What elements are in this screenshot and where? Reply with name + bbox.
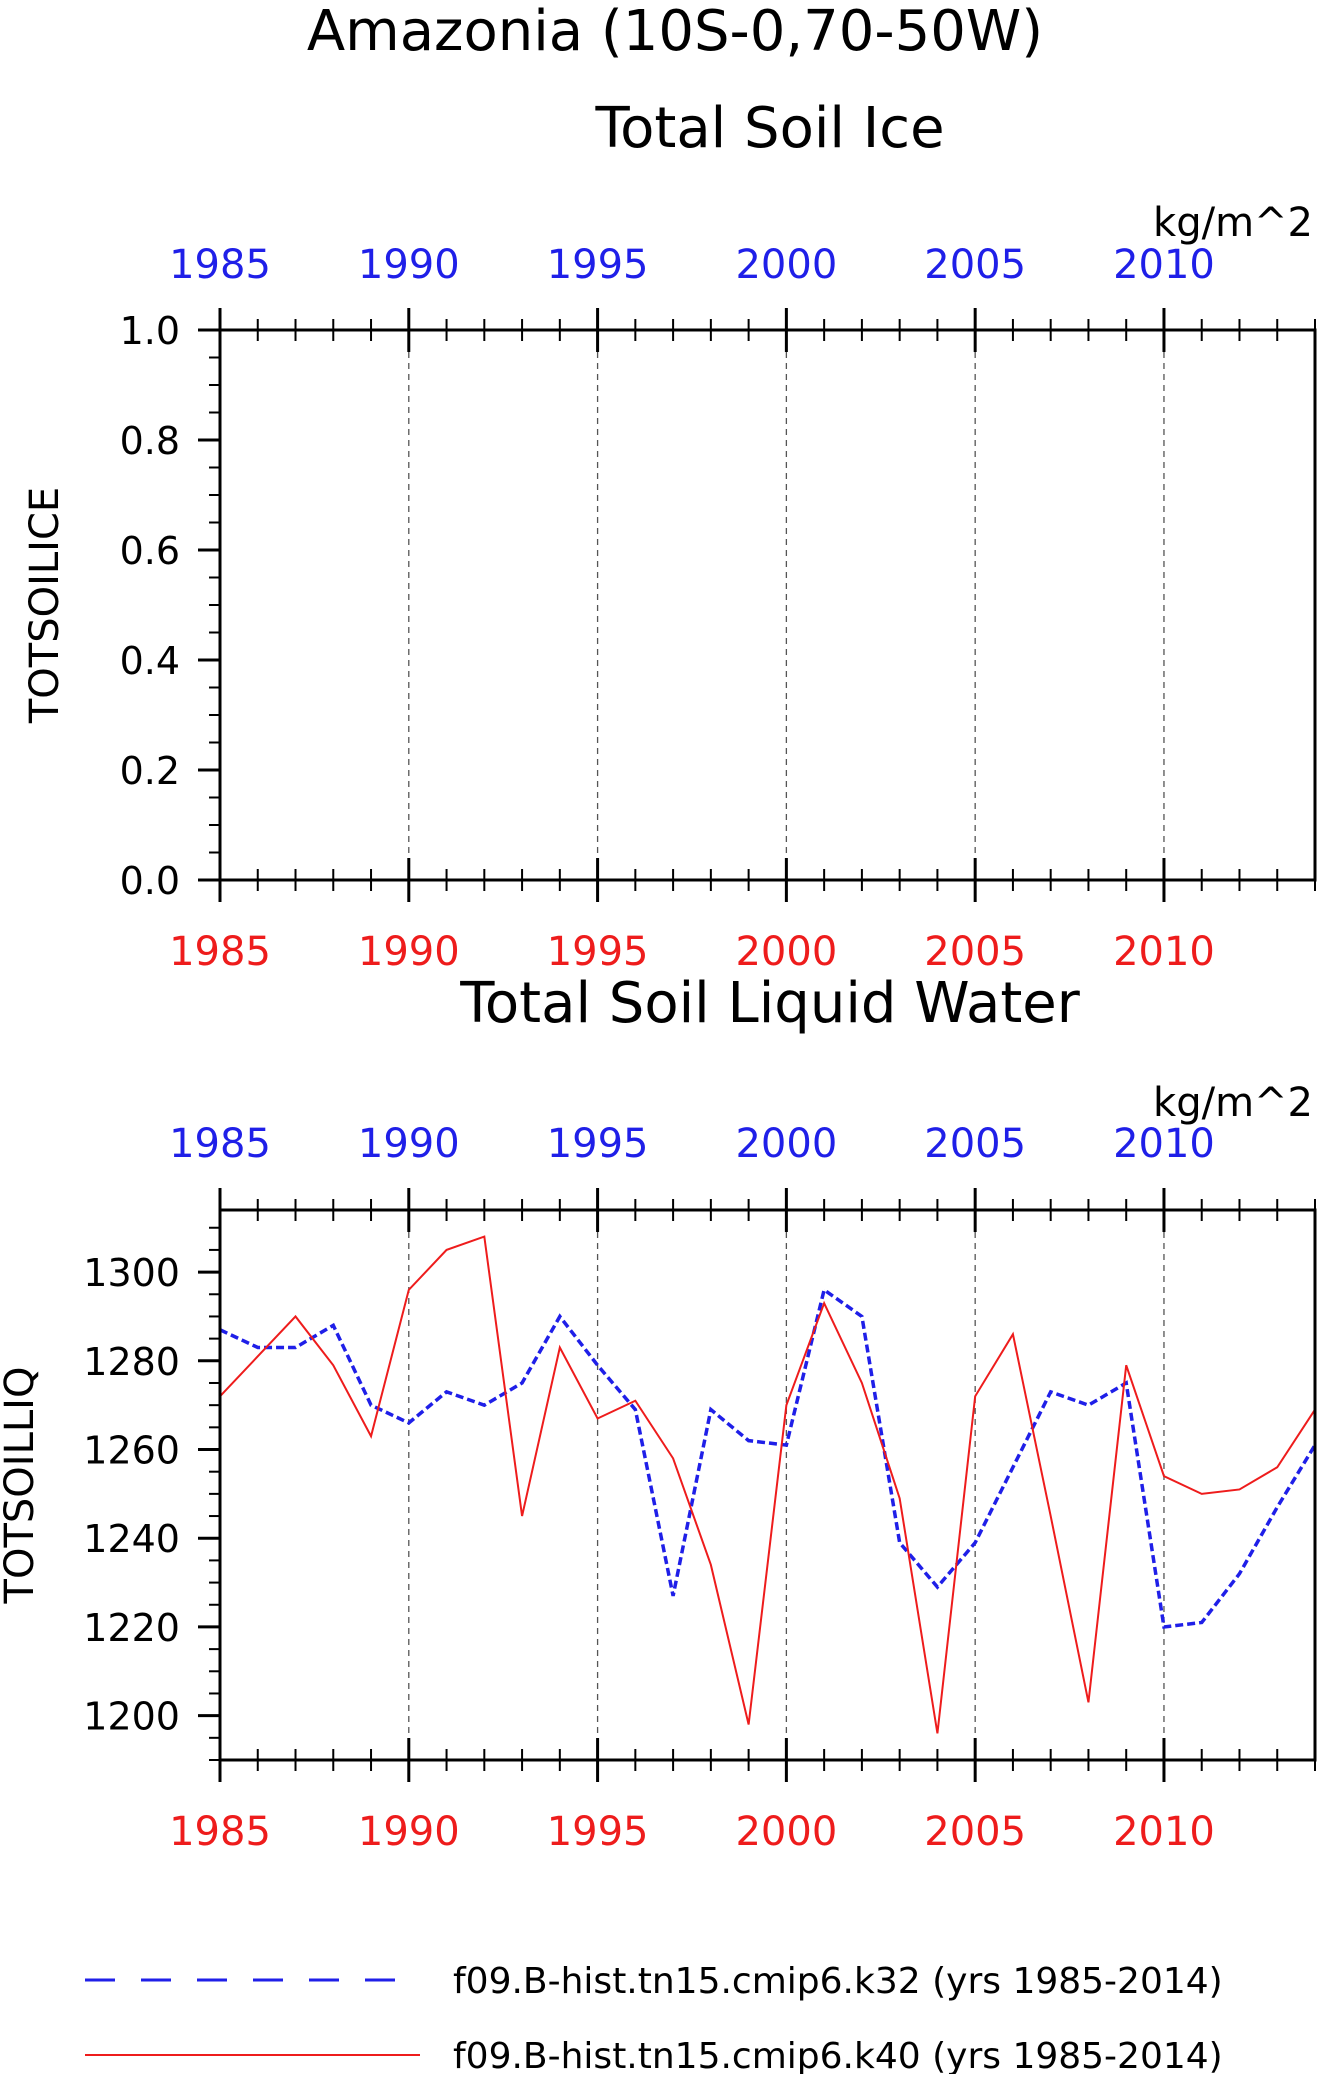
units-label: kg/m^2	[1153, 1080, 1313, 1126]
x-tick-label-bottom: 2000	[735, 929, 837, 975]
y-tick-label: 1240	[83, 1517, 180, 1561]
y-axis-label: TOTSOILICE	[22, 487, 68, 724]
panel-title: Total Soil Ice	[594, 96, 944, 161]
x-tick-label-top: 1990	[358, 1121, 460, 1167]
panel-title: Total Soil Liquid Water	[459, 971, 1081, 1036]
x-tick-label-top: 1985	[169, 1121, 271, 1167]
chart-panels: Total Soil Ice kg/m^2 TOTSOILICE 0.0 0.2 0.4 0…	[0, 96, 1317, 1855]
y-tick-label: 1280	[83, 1340, 180, 1384]
x-tick-label-bottom: 1985	[169, 929, 271, 975]
y-tick-label: 0.6	[120, 529, 180, 573]
y-tick-label: 1.0	[120, 309, 180, 353]
figure-title: Amazonia (10S-0,70-50W)	[307, 0, 1043, 64]
x-tick-label-bottom: 1990	[358, 1809, 460, 1855]
units-label: kg/m^2	[1153, 200, 1313, 246]
x-tick-label-top: 2010	[1113, 242, 1215, 288]
y-axis-label: TOTSOILLIQ	[0, 1367, 43, 1605]
x-tick-label-bottom: 2005	[924, 1809, 1026, 1855]
x-tick-label-top: 2010	[1113, 1121, 1215, 1167]
x-tick-label-top: 2000	[735, 1121, 837, 1167]
x-tick-label-bottom: 1985	[169, 1809, 271, 1855]
legend: f09.B-hist.tn15.cmip6.k32 (yrs 1985-2014…	[85, 1961, 1223, 2074]
x-tick-label-top: 2000	[735, 242, 837, 288]
x-tick-label-bottom: 2005	[924, 929, 1026, 975]
x-tick-label-top: 1990	[358, 242, 460, 288]
series-line-1	[219, 1286, 1317, 1629]
x-tick-label-bottom: 2010	[1113, 1809, 1215, 1855]
y-tick-label: 1200	[83, 1695, 180, 1739]
y-tick-label: 1300	[83, 1251, 180, 1295]
x-tick-label-top: 1995	[547, 242, 649, 288]
plot-frame	[218, 328, 1317, 882]
x-tick-label-bottom: 1990	[358, 929, 460, 975]
x-tick-label-top: 1995	[547, 1121, 649, 1167]
y-tick-label: 0.4	[120, 639, 180, 683]
chart-panel-1: Total Soil Ice kg/m^2 TOTSOILICE 0.0 0.2 0.4 0…	[22, 96, 1317, 975]
x-tick-label-bottom: 1995	[547, 929, 649, 975]
x-tick-label-bottom: 1995	[547, 1809, 649, 1855]
x-tick-label-top: 2005	[924, 242, 1026, 288]
y-tick-label: 0.2	[120, 749, 180, 793]
series-line-2	[219, 1235, 1316, 1734]
x-tick-label-top: 1985	[169, 242, 271, 288]
y-tick-label: 0.0	[120, 859, 180, 903]
x-tick-label-top: 2005	[924, 1121, 1026, 1167]
x-tick-label-bottom: 2010	[1113, 929, 1215, 975]
legend-label-1: f09.B-hist.tn15.cmip6.k32 (yrs 1985-2014…	[453, 1961, 1223, 2002]
y-tick-label: 1220	[83, 1606, 180, 1650]
y-tick-label: 1260	[83, 1429, 180, 1473]
plot-frame	[218, 1208, 1317, 1762]
x-tick-label-bottom: 2000	[735, 1809, 837, 1855]
y-tick-label: 0.8	[120, 419, 180, 463]
legend-label-2: f09.B-hist.tn15.cmip6.k40 (yrs 1985-2014…	[453, 2036, 1223, 2074]
chart-panel-2: Total Soil Liquid Water kg/m^2 TOTSOILLIQ 1…	[0, 971, 1317, 1855]
